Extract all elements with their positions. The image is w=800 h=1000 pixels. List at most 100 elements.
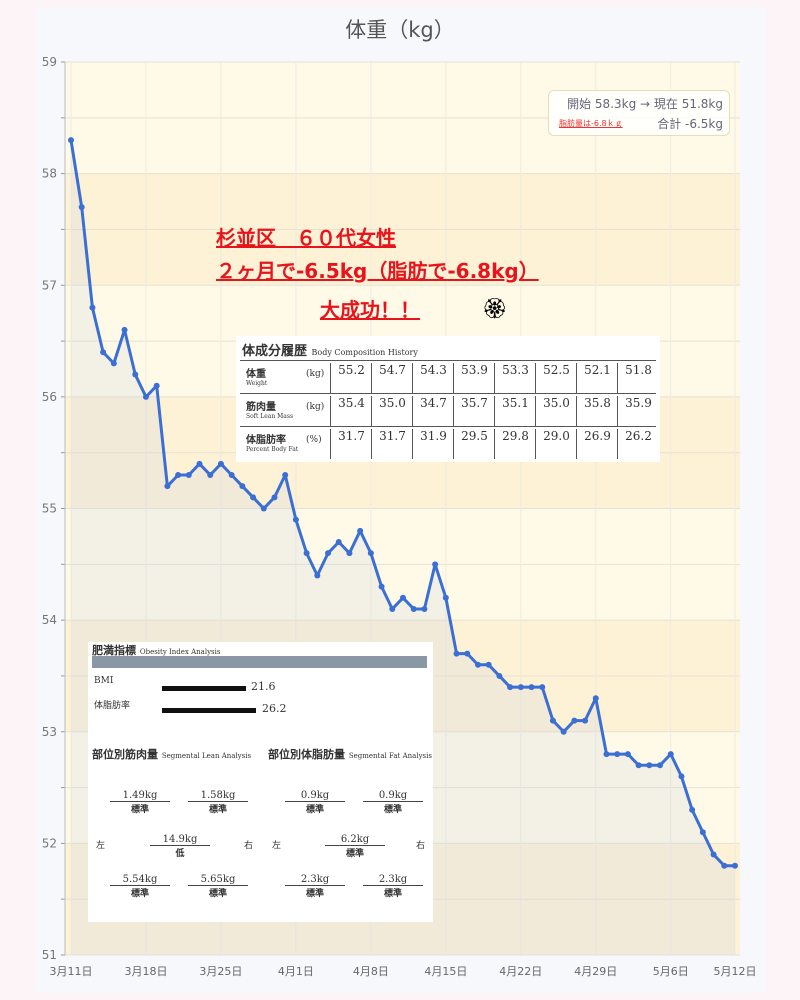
segment-status: 標準 <box>363 801 423 815</box>
data-point <box>378 583 385 590</box>
summary-box: 開始 58.3kg → 現在 51.8kg 脂肪量は-6.8ｋｇ 合計 -6.5… <box>548 90 730 136</box>
segment-status: 標準 <box>363 885 423 899</box>
x-tick-label: 4月1日 <box>278 965 314 978</box>
bch-row-label: 体脂肪率 Percent Body Fat <box>246 435 299 453</box>
data-point <box>89 304 96 311</box>
data-point <box>592 695 599 702</box>
segment-value: 2.3kg <box>300 874 330 885</box>
data-point <box>603 751 610 758</box>
segment-value: 0.9kg <box>378 790 408 801</box>
bch-cell: 26.2 <box>617 429 659 459</box>
bch-cell: 35.8 <box>576 396 618 426</box>
body-composition-history-image: 体成分履歴 Body Composition History 体重 Weight (… <box>236 336 660 462</box>
bch-title: 体成分履歴 Body Composition History <box>242 344 418 359</box>
obesity-title: 肥満指標 Obesity Index Analysis <box>92 644 221 657</box>
data-point <box>292 516 299 523</box>
data-point <box>528 684 535 691</box>
data-point <box>421 605 428 612</box>
data-point <box>314 572 321 579</box>
segment-status: 低 <box>150 845 210 859</box>
segment-status: 標準 <box>188 801 248 815</box>
data-point <box>250 494 257 501</box>
fat-segment: 2.3kg 標準 <box>363 874 423 899</box>
bch-cell: 35.0 <box>535 396 577 426</box>
bch-row: 体重 Weight (kg) 55.2 54.7 54.3 53.9 53.3 52.5 52.1… <box>240 360 656 395</box>
data-point <box>582 717 589 724</box>
fat-right-label: 右 <box>416 841 426 851</box>
data-point <box>271 494 278 501</box>
data-point <box>207 472 214 479</box>
bch-unit: (%) <box>306 435 322 445</box>
fat-segment: 0.9kg 標準 <box>363 790 423 815</box>
bch-cell: 31.9 <box>412 429 454 459</box>
bch-cell: 55.2 <box>330 363 372 393</box>
data-point <box>153 382 160 389</box>
x-tick-label: 3月25日 <box>199 965 242 978</box>
y-tick-label: 54 <box>42 613 57 627</box>
lean-right-label: 右 <box>244 841 254 851</box>
segment-value: 1.58kg <box>200 790 236 801</box>
y-tick-label: 52 <box>42 836 57 850</box>
data-point <box>657 762 664 769</box>
x-tick-label: 5月12日 <box>714 965 757 978</box>
segment-status: 標準 <box>110 885 170 899</box>
data-point <box>228 472 235 479</box>
data-point <box>496 672 503 679</box>
y-tick-label: 57 <box>42 278 57 292</box>
lean-segment: 5.54kg 標準 <box>110 874 170 899</box>
pbf-label: 体脂肪率 <box>94 701 131 711</box>
x-tick-label: 3月11日 <box>50 965 93 978</box>
lean-segment: 1.58kg 標準 <box>188 790 248 815</box>
lean-title: 部位別筋肉量 Segmental Lean Analysis <box>92 748 252 761</box>
segment-status: 標準 <box>325 845 385 859</box>
bch-unit: (kg) <box>306 369 325 379</box>
segment-value: 2.3kg <box>378 874 408 885</box>
data-point <box>132 371 139 378</box>
data-point <box>464 650 471 657</box>
bch-cell: 35.9 <box>617 396 659 426</box>
data-point <box>485 661 492 668</box>
bch-cell: 54.3 <box>412 363 454 393</box>
data-point <box>100 349 107 356</box>
data-point <box>196 460 203 467</box>
data-point <box>667 751 674 758</box>
data-point <box>646 762 653 769</box>
data-point <box>624 751 631 758</box>
fat-segment: 2.3kg 標準 <box>285 874 345 899</box>
bch-cell: 53.3 <box>494 363 536 393</box>
x-tick-label: 4月15日 <box>424 965 467 978</box>
data-point <box>68 137 74 144</box>
data-point <box>400 594 406 601</box>
pbf-bar <box>162 708 256 713</box>
data-point <box>346 550 353 557</box>
data-point <box>474 661 481 668</box>
data-point <box>282 472 289 479</box>
segment-value: 1.49kg <box>122 790 158 801</box>
data-point <box>303 550 310 557</box>
data-point <box>635 762 642 769</box>
data-point <box>689 806 696 813</box>
data-point <box>507 684 514 691</box>
data-point <box>335 538 342 545</box>
bch-cell: 26.9 <box>576 429 618 459</box>
x-tick-label: 4月22日 <box>499 965 542 978</box>
bch-cell: 29.8 <box>494 429 536 459</box>
bch-cell: 35.0 <box>371 396 413 426</box>
data-point <box>217 460 224 467</box>
segment-value: 5.54kg <box>122 874 158 885</box>
bch-row-label: 筋肉量 Soft Lean Mass <box>246 402 294 420</box>
bch-cell: 29.5 <box>453 429 495 459</box>
segment-value: 0.9kg <box>300 790 330 801</box>
bch-cell: 31.7 <box>330 429 372 459</box>
lean-segment: 1.49kg 標準 <box>110 790 170 815</box>
obesity-analysis-image: 肥満指標 Obesity Index Analysis BMI 21.6 体脂肪… <box>88 642 433 922</box>
bch-unit: (kg) <box>306 402 325 412</box>
chart-title: 体重（kg） <box>345 18 455 42</box>
obesity-scale-bar <box>92 656 427 668</box>
bch-row: 体脂肪率 Percent Body Fat (%) 31.7 31.7 31.9 29.5 2… <box>240 426 656 461</box>
y-tick-label: 58 <box>42 167 57 181</box>
data-point <box>78 204 85 211</box>
data-point <box>571 717 578 724</box>
bmi-value: 21.6 <box>251 680 276 693</box>
segment-value: 14.9kg <box>162 834 198 845</box>
